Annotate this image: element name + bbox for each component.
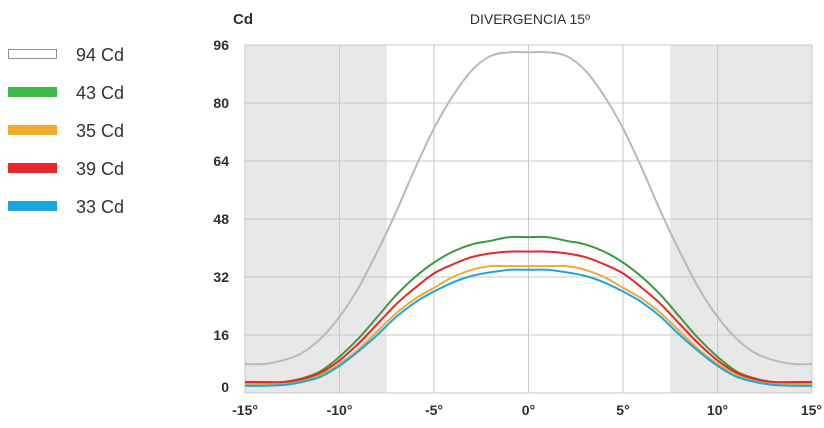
y-axis-label: Cd bbox=[233, 11, 253, 28]
y-tick-label: 32 bbox=[213, 269, 229, 285]
legend-swatch bbox=[8, 87, 57, 97]
legend-label: 39 Cd bbox=[76, 159, 124, 179]
legend-label: 35 Cd bbox=[76, 121, 124, 141]
chart-title: DIVERGENCIA 15º bbox=[470, 11, 590, 27]
legend-swatch bbox=[8, 49, 57, 59]
x-tick-label: 5° bbox=[616, 402, 629, 418]
y-tick-label: 96 bbox=[213, 37, 229, 53]
legend-swatch bbox=[8, 201, 57, 211]
series-line-5 bbox=[244, 268, 813, 387]
x-tick-label: 15° bbox=[801, 402, 822, 418]
x-tick-label: 10° bbox=[707, 402, 728, 418]
series-line-2 bbox=[244, 235, 812, 384]
x-tick-label: -5° bbox=[425, 402, 443, 418]
series-line-3 bbox=[244, 264, 813, 385]
legend-label: 33 Cd bbox=[76, 197, 124, 217]
y-tick-label: 48 bbox=[213, 211, 229, 227]
y-tick-label: 0 bbox=[221, 379, 229, 395]
legend-swatch bbox=[8, 125, 57, 135]
y-tick-label: 80 bbox=[213, 95, 229, 111]
grid bbox=[244, 44, 813, 394]
series-line-1 bbox=[244, 50, 813, 366]
legend-label: 43 Cd bbox=[76, 83, 124, 103]
series-line-4 bbox=[244, 250, 812, 384]
axes: 0 16 32 48 64 80 96 -15° -10° -5° 0° 5° 10° 15° bbox=[213, 37, 822, 418]
y-tick-label: 16 bbox=[213, 327, 229, 343]
legend-swatch bbox=[8, 163, 57, 173]
x-tick-label: 0° bbox=[522, 402, 535, 418]
x-tick-label: -15° bbox=[232, 402, 258, 418]
x-tick-label: -10° bbox=[327, 402, 353, 418]
series-lines bbox=[244, 50, 813, 387]
legend: 94 Cd 43 Cd 35 Cd 39 Cd 33 Cd bbox=[8, 45, 124, 217]
y-tick-label: 64 bbox=[213, 153, 229, 169]
legend-label: 94 Cd bbox=[76, 45, 124, 65]
